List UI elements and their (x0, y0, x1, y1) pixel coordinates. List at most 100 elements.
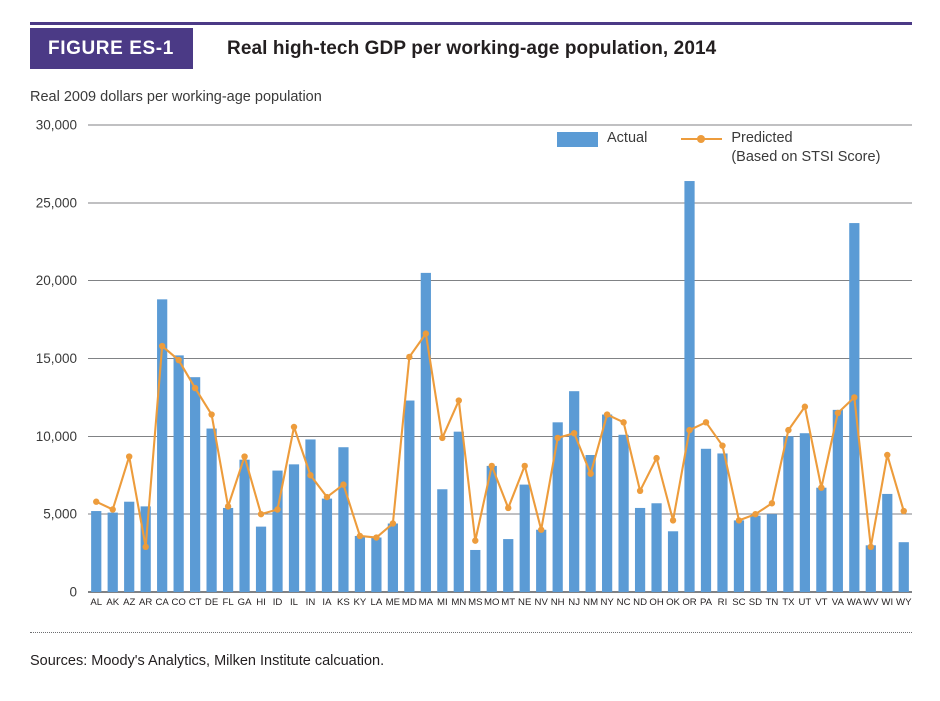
predicted-point-SC (735, 517, 743, 524)
x-axis-tick-labels: AL AK AZ AR CA CO CT DE FL GA HI ID IL IN IA KS KY LA ME MD… (90, 597, 912, 608)
source-note: Sources: Moody's Analytics, Milken Insti… (30, 653, 385, 669)
legend-swatch-line-icon (681, 132, 723, 147)
line-predicted (95, 332, 905, 548)
y-axis-tick-label: 25,000 (36, 195, 77, 210)
x-axis-tick-label-NY: NY (600, 597, 614, 608)
x-axis-tick-label-PA: PA (700, 597, 713, 608)
x-axis-tick-label-CA: CA (155, 597, 169, 608)
bar-VT (816, 487, 827, 592)
predicted-point-AL (93, 498, 100, 505)
x-axis-tick-label-AL: AL (90, 597, 102, 608)
x-axis-tick-label-OR: OR (682, 597, 696, 608)
bar-WA (849, 223, 860, 592)
bar-IL (288, 464, 300, 592)
x-axis-tick-label-IA: IA (322, 597, 332, 608)
predicted-point-NE (521, 462, 528, 470)
x-axis-tick-label-NH: NH (551, 597, 565, 608)
bar-MN (453, 431, 464, 592)
bar-ME (387, 523, 398, 592)
x-axis-tick-label-NM: NM (583, 597, 598, 608)
predicted-point-NV (538, 526, 545, 533)
x-axis-tick-label-SC: SC (732, 597, 745, 608)
bar-MD (404, 400, 415, 592)
x-axis-tick-label-IN: IN (306, 597, 316, 608)
bar-NC (618, 434, 629, 592)
x-axis-tick-label-NE: NE (518, 597, 531, 608)
bar-IA (321, 498, 333, 592)
predicted-point-DE (208, 411, 215, 418)
legend-item-actual: Actual (557, 129, 647, 148)
bar-CO (173, 355, 184, 592)
predicted-point-MT (505, 504, 512, 512)
bar-AL (91, 511, 102, 592)
y-axis-tick-label: 5,000 (43, 507, 77, 522)
bar-DE (206, 428, 217, 592)
predicted-point-MD (406, 353, 413, 361)
x-axis-tick-label-ME: ME (386, 597, 400, 608)
x-axis-tick-label-NC: NC (617, 597, 631, 608)
predicted-point-VA (834, 409, 842, 417)
x-axis-tick-label-DE: DE (205, 597, 218, 608)
y-axis-tick-label: 20,000 (36, 273, 77, 288)
figure-header: FIGURE ES-1 Real high-tech GDP per worki… (30, 28, 716, 69)
predicted-point-FL (224, 503, 232, 510)
x-axis-tick-label-AR: AR (139, 597, 152, 608)
x-axis-tick-label-HI: HI (256, 597, 266, 608)
bar-TN (766, 514, 778, 592)
bar-NM (585, 455, 596, 592)
x-axis-tick-label-IL: IL (290, 597, 299, 608)
predicted-point-WV (867, 543, 874, 551)
predicted-point-OK (669, 517, 677, 524)
x-axis-tick-label-NJ: NJ (568, 597, 580, 608)
x-axis-tick-label-CO: CO (171, 597, 185, 608)
x-axis-tick-label-OH: OH (649, 597, 663, 608)
predicted-point-LA (373, 534, 380, 541)
bar-ID (272, 470, 283, 592)
predicted-point-KY (356, 532, 364, 540)
predicted-point-AZ (126, 453, 133, 460)
legend-label-predicted-main: Predicted (731, 130, 793, 146)
bar-NY (602, 414, 613, 592)
bar-WY (898, 542, 909, 592)
y-axis-tick-label: 10,000 (36, 429, 77, 444)
predicted-point-MA (422, 330, 430, 337)
predicted-point-AK (109, 506, 116, 513)
x-axis-tick-label-ND: ND (633, 597, 647, 608)
x-axis-tick-label-KY: KY (354, 597, 367, 608)
predicted-point-WY (900, 507, 907, 515)
footer-divider (30, 632, 912, 633)
x-axis-tick-label-TX: TX (782, 597, 795, 608)
predicted-point-CA (158, 342, 166, 350)
x-axis-tick-label-NV: NV (535, 597, 549, 608)
bar-MA (420, 272, 431, 592)
bar-NH (552, 422, 563, 592)
predicted-point-HI (257, 510, 265, 518)
bar-TX (783, 436, 794, 592)
bar-NV (536, 529, 547, 592)
x-axis-tick-label-WY: WY (896, 597, 912, 608)
predicted-point-CO (175, 356, 182, 364)
bar-HI (255, 526, 267, 592)
x-axis-tick-label-WA: WA (847, 597, 863, 608)
bar-RI (717, 453, 728, 592)
predicted-point-VT (818, 484, 825, 491)
bar-GA (239, 459, 250, 592)
predicted-point-SD (752, 510, 759, 518)
bar-OR (684, 181, 695, 593)
x-axis-tick-label-MS: MS (468, 597, 482, 608)
bar-OH (651, 503, 662, 592)
x-axis-tick-label-AZ: AZ (123, 597, 135, 608)
x-axis-tick-label-OK: OK (666, 597, 680, 608)
bar-MI (437, 489, 448, 592)
bar-IN (305, 439, 316, 592)
bar-MO (486, 465, 497, 592)
legend-label-predicted-sub: (Based on STSI Score) (731, 149, 881, 165)
x-axis-tick-label-KS: KS (337, 597, 350, 608)
predicted-point-WA (851, 394, 858, 401)
x-axis-tick-label-MA: MA (419, 597, 434, 608)
bar-ND (634, 507, 646, 592)
legend-item-predicted: Predicted (Based on STSI Score) (681, 129, 880, 167)
y-axis-tick-label: 0 (69, 585, 77, 600)
x-axis-tick-label-MO: MO (484, 597, 499, 608)
